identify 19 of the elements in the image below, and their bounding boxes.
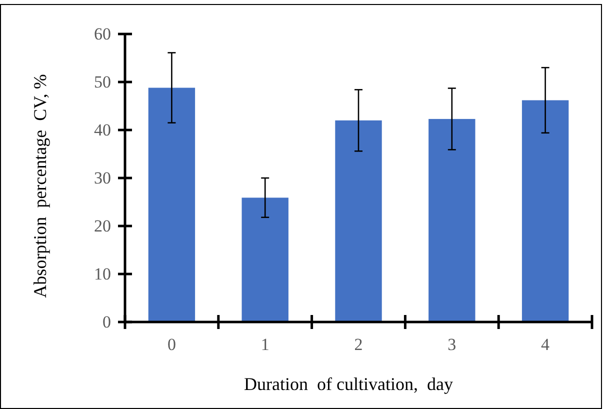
bar bbox=[242, 198, 288, 322]
y-axis-title: Absorption percentage CV, % bbox=[30, 74, 50, 298]
x-tick-label: 0 bbox=[167, 335, 176, 354]
y-tick-label: 0 bbox=[102, 312, 111, 332]
y-tick-label: 50 bbox=[94, 72, 111, 92]
x-tick-label: 4 bbox=[541, 335, 550, 354]
x-tick-label: 2 bbox=[354, 335, 363, 354]
y-tick-label: 30 bbox=[94, 168, 111, 188]
x-tick-label: 1 bbox=[260, 335, 270, 354]
x-tick-label: 3 bbox=[448, 335, 456, 354]
y-tick-label: 60 bbox=[94, 24, 111, 44]
bar bbox=[148, 88, 196, 322]
bar bbox=[428, 118, 476, 322]
y-tick-label: 40 bbox=[94, 120, 111, 140]
y-tick-label: 20 bbox=[94, 216, 111, 236]
y-tick-label: 10 bbox=[94, 264, 111, 284]
x-axis-title: Duration of cultivation, day bbox=[244, 374, 453, 394]
bar bbox=[335, 120, 382, 322]
bar bbox=[522, 100, 569, 322]
